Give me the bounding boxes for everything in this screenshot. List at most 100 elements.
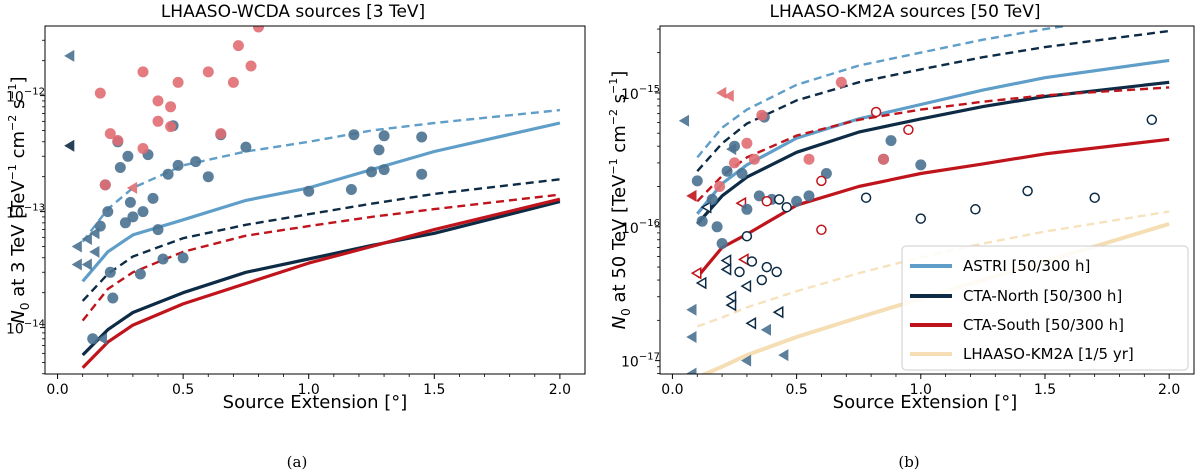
source-marker: [878, 153, 889, 165]
source-marker: [686, 189, 697, 202]
source-marker: [816, 175, 827, 187]
panel-b-sublabel: (b): [898, 453, 919, 471]
source-marker: [761, 261, 773, 273]
source-marker: [165, 121, 177, 133]
sensitivity-curve-cta-north-dashed: [696, 29, 1170, 172]
source-marker: [162, 168, 174, 180]
source-marker: [172, 159, 184, 171]
source-marker: [71, 240, 82, 253]
source-marker: [695, 276, 707, 290]
source-marker: [348, 129, 360, 141]
source-marker: [137, 143, 149, 154]
source-marker: [720, 263, 732, 276]
panel-a-xtick-label: 2.0: [549, 382, 571, 398]
source-marker: [104, 266, 116, 278]
source-marker: [723, 89, 734, 102]
panel-a-ytick-label: 10−13: [6, 203, 45, 222]
panel-b-xtick-label: 1.5: [1034, 382, 1056, 398]
source-marker: [761, 196, 773, 207]
source-marker: [696, 215, 708, 227]
source-marker: [64, 49, 75, 62]
source-marker: [720, 254, 732, 267]
sensitivity-curve-cta-north-solid: [81, 200, 561, 357]
source-marker: [729, 157, 740, 169]
source-marker: [772, 305, 784, 319]
panel-b-ylabel: N0 at 50 TeV [TeV−1 cm−2 s−1]: [607, 71, 633, 330]
source-marker: [172, 76, 184, 88]
source-marker: [124, 196, 136, 208]
source-marker: [740, 354, 752, 367]
source-marker: [373, 144, 385, 156]
sensitivity-curve-astri-solid: [696, 58, 1170, 215]
source-marker: [736, 168, 748, 179]
sensitivity-curve-astri-solid: [81, 121, 561, 283]
sensitivity-curve-km2a-dashed: [696, 210, 1170, 328]
sensitivity-curve-cta-south-dashed: [81, 193, 561, 322]
panel-a-xtick-label: 0.0: [46, 382, 68, 398]
source-marker: [137, 66, 149, 78]
panel-b-xtick-label: 0.0: [661, 382, 683, 398]
sensitivity-curve-cta-north-solid: [696, 80, 1170, 225]
panel-a: LHAASO-WCDA sources [3 TeV] 0.0 0.5 1.0 …: [6, 2, 586, 471]
source-marker: [915, 159, 927, 171]
source-marker: [721, 165, 733, 177]
source-marker: [753, 190, 765, 202]
source-marker: [64, 139, 75, 152]
source-marker: [127, 211, 139, 223]
source-marker: [87, 333, 99, 345]
source-marker: [190, 156, 202, 168]
source-marker: [773, 194, 785, 205]
panel-a-ylabel: N0 at 3 TeV [TeV−1 cm−2 s−1]: [6, 76, 32, 323]
source-marker: [366, 166, 377, 178]
source-marker: [157, 253, 169, 265]
panel-b-ytick-label: 10−16: [621, 218, 660, 237]
panel-a-xtick-label: 1.0: [298, 382, 320, 398]
legend-box: [901, 245, 1189, 371]
source-marker: [803, 190, 815, 202]
source-marker: [870, 106, 882, 118]
panel-b-frame: [659, 25, 1195, 375]
source-marker: [741, 230, 753, 242]
source-marker: [778, 349, 789, 362]
source-marker: [152, 115, 164, 127]
source-marker: [1089, 192, 1100, 203]
source-marker: [378, 130, 390, 142]
panel-b-xtick-label: 2.0: [1158, 382, 1180, 398]
source-marker: [970, 204, 981, 215]
source-marker: [678, 114, 690, 127]
source-marker: [137, 206, 149, 218]
source-marker: [716, 238, 728, 249]
source-marker: [756, 274, 768, 286]
source-marker: [152, 224, 164, 236]
source-marker: [134, 268, 146, 280]
source-marker: [885, 135, 897, 147]
source-marker: [771, 266, 782, 278]
source-marker: [152, 95, 164, 107]
source-marker: [165, 101, 177, 113]
legend: ASTRI [50/300 h] CTA-North [50/300 h] CT…: [901, 245, 1189, 371]
source-marker: [227, 76, 239, 88]
panel-b-xlabel: Source Extension [°]: [833, 392, 1018, 413]
panel-a-xtick-label: 1.5: [423, 382, 445, 398]
source-marker: [725, 298, 737, 312]
source-marker: [96, 332, 107, 345]
panel-b-xtick-label: 1.0: [910, 382, 932, 398]
source-marker: [714, 181, 726, 192]
source-marker: [89, 245, 100, 258]
panel-a-title: LHAASO-WCDA sources [3 TeV]: [161, 2, 425, 22]
source-marker: [202, 171, 214, 183]
source-marker: [94, 220, 106, 232]
source-marker: [903, 124, 914, 136]
source-marker: [748, 153, 760, 165]
source-marker: [177, 252, 189, 264]
panel-b: LHAASO-KM2A sources [50 TeV] 0.0 0.5 1.0…: [607, 2, 1195, 471]
panel-a-frame: [44, 25, 586, 375]
source-marker: [416, 131, 428, 143]
source-marker: [81, 233, 92, 246]
panel-b-title: LHAASO-KM2A sources [50 TeV]: [769, 2, 1040, 22]
legend-label-cta-south: CTA-South [50/300 h]: [963, 316, 1124, 334]
panel-a-ytick-label: 10−12: [6, 87, 45, 106]
source-marker: [737, 253, 749, 266]
source-marker: [99, 179, 111, 191]
